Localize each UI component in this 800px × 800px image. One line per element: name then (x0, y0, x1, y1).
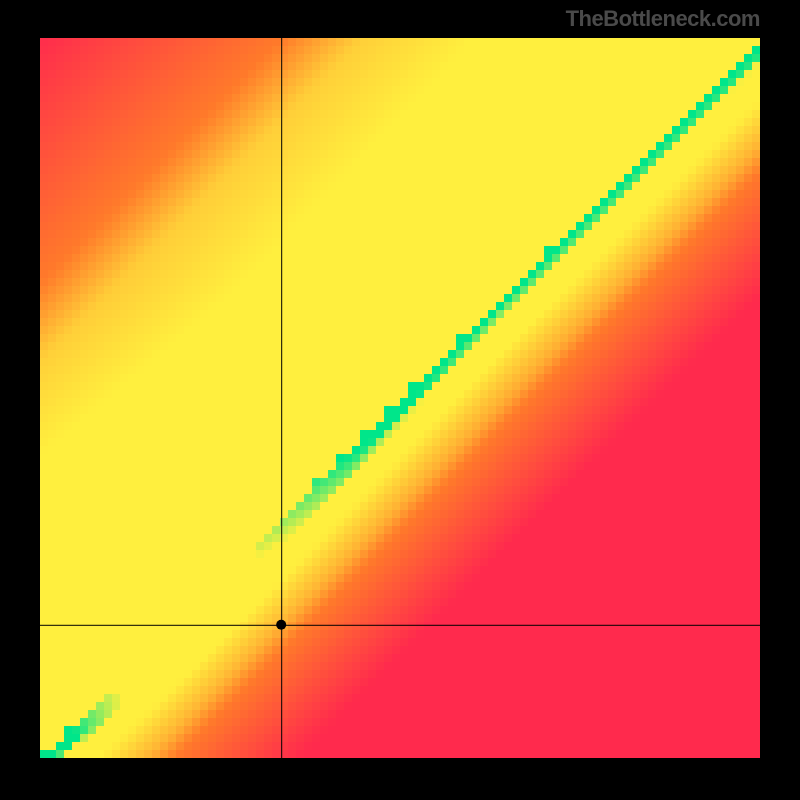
heatmap-plot (40, 38, 760, 758)
watermark-text: TheBottleneck.com (566, 6, 760, 32)
